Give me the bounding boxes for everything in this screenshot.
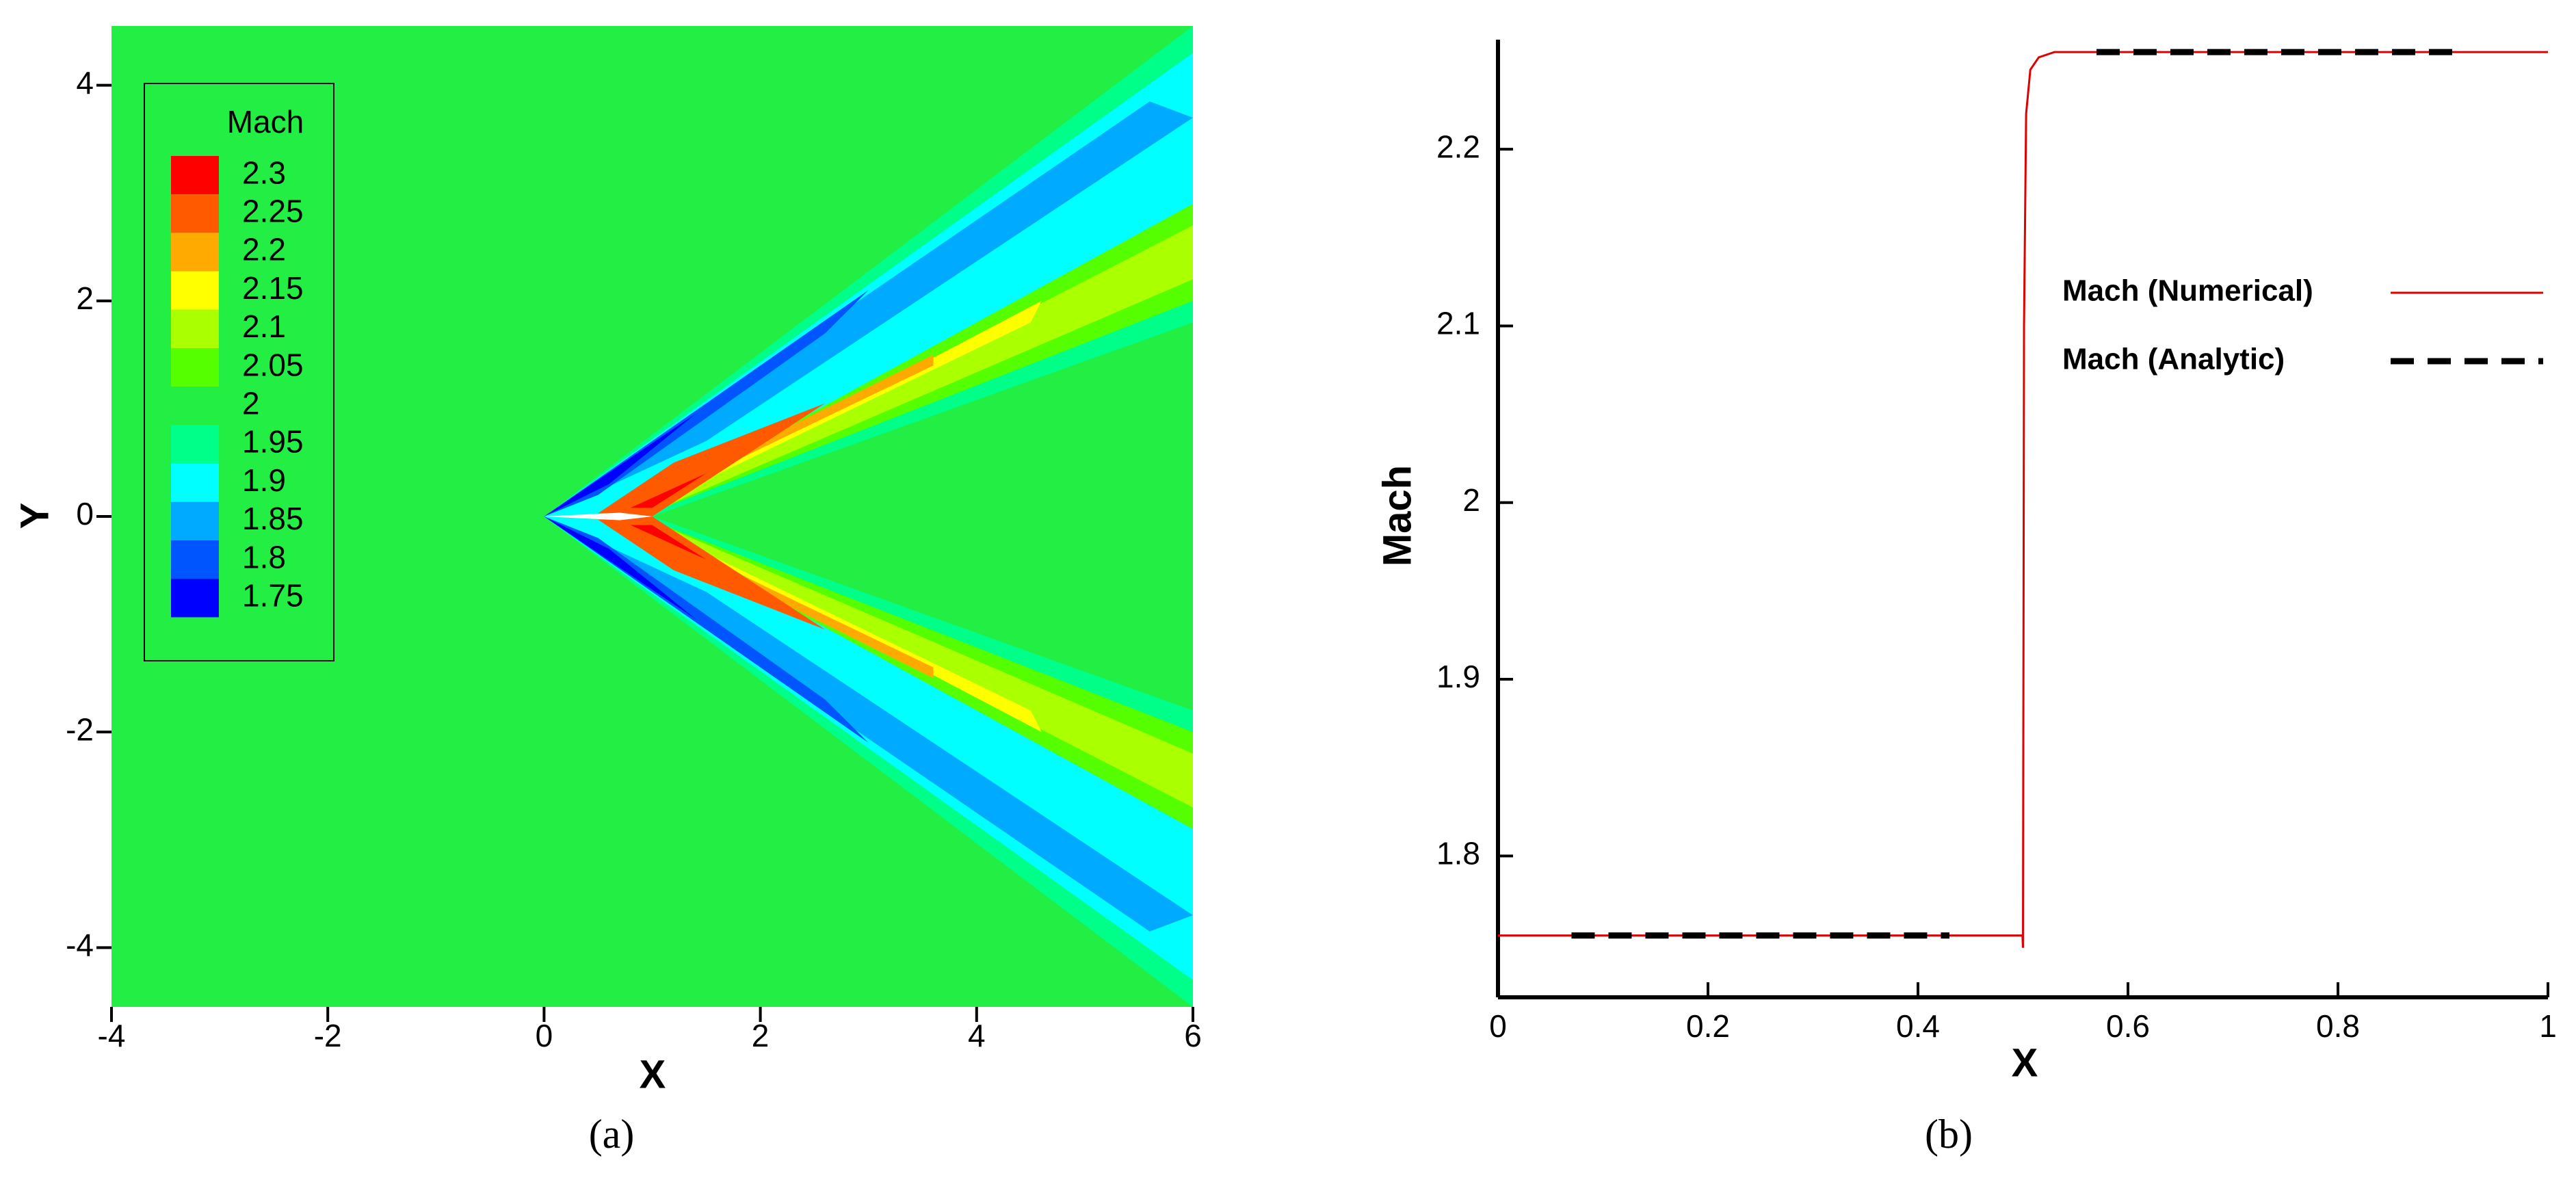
x-tick-label: 0 (1489, 1008, 1507, 1044)
contour-band (630, 473, 707, 508)
contour-band (544, 516, 696, 619)
x-tick-label: 0 (536, 1018, 553, 1053)
legend-box (144, 83, 334, 661)
x-tick-label: 1 (2539, 1008, 2557, 1044)
legend-label: 1.9 (242, 462, 286, 498)
legend-swatch (171, 348, 219, 387)
contour-band (544, 516, 1193, 980)
x-tick-label: -4 (98, 1018, 126, 1053)
x-tick-label: 4 (968, 1018, 986, 1053)
x-axis-label: X (640, 1052, 666, 1096)
legend-label: 1.85 (242, 501, 304, 536)
legend-label: 1.75 (242, 577, 304, 613)
legend-label: 2.2 (242, 232, 286, 267)
legend-label: 2.1 (242, 308, 286, 344)
y-tick-label: 0 (76, 496, 94, 531)
legend-swatch (171, 233, 219, 272)
caption: (a) (589, 1112, 635, 1157)
y-tick-label: 1.9 (1436, 659, 1480, 694)
legend-title: Mach (227, 104, 304, 140)
y-axis-label: Y (12, 503, 57, 529)
legend-swatch (171, 579, 219, 618)
y-tick-label: -2 (66, 711, 94, 747)
y-tick-label: 4 (76, 65, 94, 101)
y-tick-label: 2.2 (1436, 129, 1480, 164)
legend-swatch (171, 540, 219, 579)
y-axis-label: Mach (1375, 465, 1419, 566)
x-tick-label: 6 (1184, 1018, 1202, 1053)
legend-label: 1.95 (242, 424, 304, 460)
legend-swatch (171, 501, 219, 540)
x-tick-label: -2 (314, 1018, 342, 1053)
legend-label: 2.15 (242, 270, 304, 306)
y-tick-label: 2 (76, 280, 94, 316)
contour-band (598, 516, 826, 630)
y-tick-label: -4 (66, 927, 94, 962)
y-tick-label: 2.1 (1436, 306, 1480, 341)
legend-swatch (171, 386, 219, 425)
caption: (b) (1925, 1112, 1973, 1157)
x-tick-label: 0.6 (2106, 1008, 2150, 1044)
contour-band (544, 414, 696, 516)
x-tick-label: 2 (752, 1018, 770, 1053)
contour-band (544, 516, 1193, 1007)
legend-label: Mach (Numerical) (2062, 274, 2313, 308)
y-tick-label: 2 (1462, 482, 1480, 518)
x-axis-label: X (2012, 1040, 2038, 1085)
contour-band (544, 26, 1193, 516)
contour-band (630, 525, 707, 560)
legend-swatch (171, 271, 219, 310)
legend-label: 1.8 (242, 539, 286, 575)
legend-swatch (171, 463, 219, 502)
legend-swatch (171, 194, 219, 233)
series-line (1498, 51, 2548, 948)
body (544, 512, 653, 521)
legend-label: 2.25 (242, 193, 304, 228)
legend-label: 2.3 (242, 155, 286, 190)
x-tick-label: 0.8 (2316, 1008, 2360, 1044)
x-tick-label: 0.2 (1686, 1008, 1730, 1044)
legend-label: 2.05 (242, 347, 304, 382)
legend-swatch (171, 425, 219, 464)
contour-band (544, 516, 869, 743)
legend-label: Mach (Analytic) (2062, 343, 2285, 376)
y-tick-label: 1.8 (1436, 836, 1480, 871)
x-tick-label: 0.4 (1896, 1008, 1940, 1044)
legend-swatch (171, 156, 219, 195)
contour-band (544, 290, 869, 516)
legend-label: 2 (242, 385, 260, 421)
legend-swatch (171, 309, 219, 348)
contour-band (598, 403, 826, 516)
